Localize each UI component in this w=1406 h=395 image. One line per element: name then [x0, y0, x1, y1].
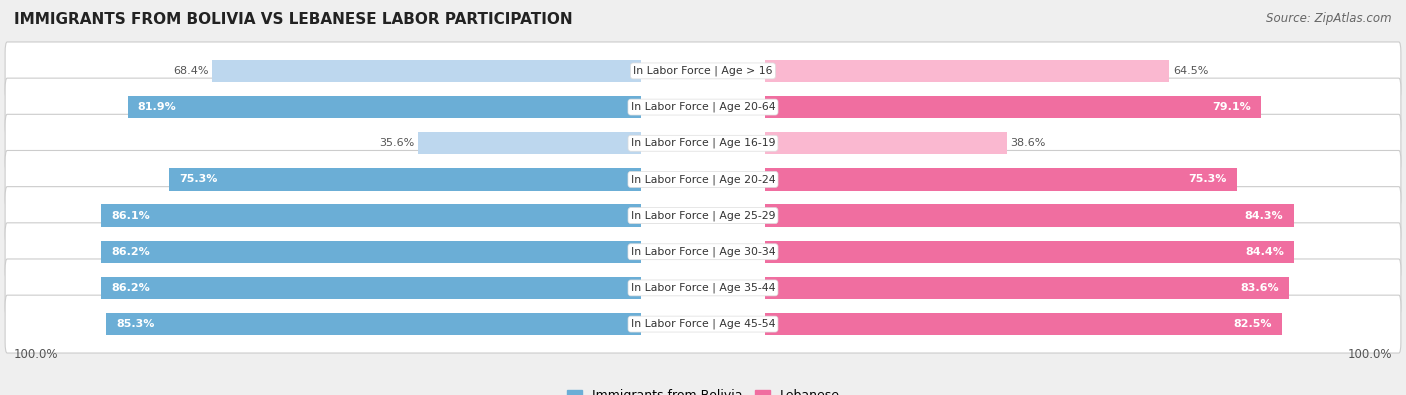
- Bar: [418, 132, 641, 154]
- Bar: [765, 241, 1294, 263]
- Bar: [212, 60, 641, 82]
- Text: In Labor Force | Age 35-44: In Labor Force | Age 35-44: [631, 283, 775, 293]
- Bar: [107, 313, 641, 335]
- Text: In Labor Force | Age 20-64: In Labor Force | Age 20-64: [631, 102, 775, 112]
- Bar: [765, 277, 1289, 299]
- Text: In Labor Force | Age 45-54: In Labor Force | Age 45-54: [631, 319, 775, 329]
- Text: 81.9%: 81.9%: [138, 102, 177, 112]
- Text: 68.4%: 68.4%: [173, 66, 208, 76]
- FancyBboxPatch shape: [6, 150, 1400, 208]
- Text: 82.5%: 82.5%: [1233, 319, 1272, 329]
- Bar: [101, 204, 641, 227]
- Text: 83.6%: 83.6%: [1240, 283, 1279, 293]
- FancyBboxPatch shape: [6, 187, 1400, 245]
- Text: 86.2%: 86.2%: [111, 247, 149, 257]
- Text: 86.2%: 86.2%: [111, 283, 149, 293]
- Text: 100.0%: 100.0%: [14, 348, 59, 361]
- Text: 35.6%: 35.6%: [380, 138, 415, 148]
- Text: In Labor Force | Age 30-34: In Labor Force | Age 30-34: [631, 246, 775, 257]
- Text: 86.1%: 86.1%: [111, 211, 150, 220]
- Text: IMMIGRANTS FROM BOLIVIA VS LEBANESE LABOR PARTICIPATION: IMMIGRANTS FROM BOLIVIA VS LEBANESE LABO…: [14, 12, 572, 27]
- Text: In Labor Force | Age 25-29: In Labor Force | Age 25-29: [631, 210, 775, 221]
- Text: 75.3%: 75.3%: [1188, 175, 1227, 184]
- Text: In Labor Force | Age > 16: In Labor Force | Age > 16: [633, 66, 773, 76]
- FancyBboxPatch shape: [6, 295, 1400, 353]
- Bar: [101, 277, 641, 299]
- Bar: [128, 96, 641, 118]
- Text: In Labor Force | Age 16-19: In Labor Force | Age 16-19: [631, 138, 775, 149]
- Bar: [765, 168, 1237, 191]
- Bar: [765, 60, 1170, 82]
- Text: 85.3%: 85.3%: [117, 319, 155, 329]
- Text: In Labor Force | Age 20-24: In Labor Force | Age 20-24: [631, 174, 775, 185]
- Bar: [765, 204, 1294, 227]
- Text: 38.6%: 38.6%: [1011, 138, 1046, 148]
- FancyBboxPatch shape: [6, 78, 1400, 136]
- Text: 84.4%: 84.4%: [1244, 247, 1284, 257]
- FancyBboxPatch shape: [6, 114, 1400, 172]
- FancyBboxPatch shape: [6, 223, 1400, 281]
- Legend: Immigrants from Bolivia, Lebanese: Immigrants from Bolivia, Lebanese: [561, 384, 845, 395]
- Text: Source: ZipAtlas.com: Source: ZipAtlas.com: [1267, 12, 1392, 25]
- Text: 75.3%: 75.3%: [179, 175, 218, 184]
- Text: 100.0%: 100.0%: [1347, 348, 1392, 361]
- Bar: [765, 313, 1282, 335]
- Bar: [765, 132, 1007, 154]
- Bar: [765, 96, 1261, 118]
- Text: 64.5%: 64.5%: [1173, 66, 1208, 76]
- Bar: [169, 168, 641, 191]
- FancyBboxPatch shape: [6, 42, 1400, 100]
- FancyBboxPatch shape: [6, 259, 1400, 317]
- Text: 79.1%: 79.1%: [1212, 102, 1250, 112]
- Text: 84.3%: 84.3%: [1244, 211, 1284, 220]
- Bar: [101, 241, 641, 263]
